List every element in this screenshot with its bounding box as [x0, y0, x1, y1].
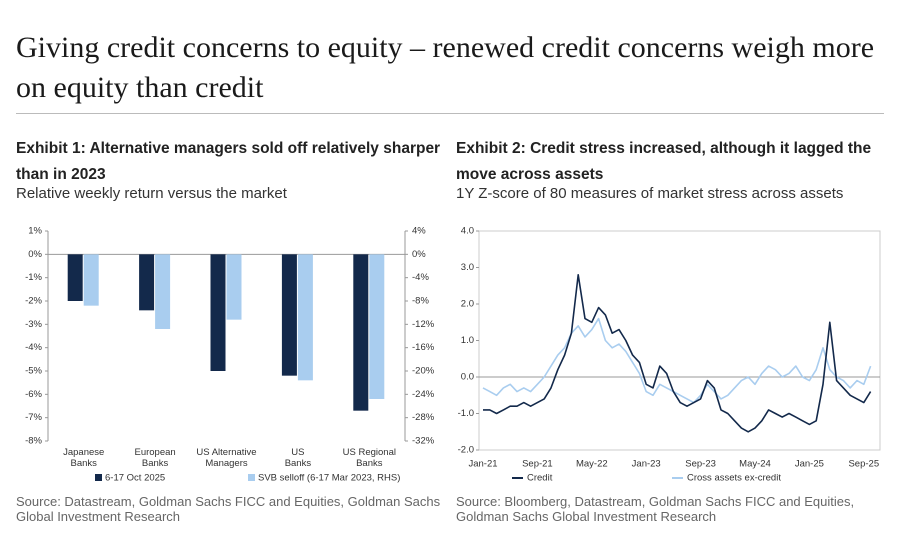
bar [281, 254, 297, 376]
bar [369, 254, 385, 399]
y-tick-label: 4.0 [461, 226, 474, 237]
y-tick-label: -2.0 [458, 445, 474, 456]
bar [210, 254, 226, 371]
legend-label: Cross assets ex-credit [687, 473, 781, 484]
exhibit-source: Source: Datastream, Goldman Sachs FICC a… [16, 494, 441, 524]
bar [139, 254, 155, 311]
legend-label: Credit [527, 473, 553, 484]
y-tick-label: -7% [25, 412, 42, 423]
legend-label: 6-17 Oct 2025 [105, 473, 165, 484]
y2-tick-label: -8% [412, 296, 429, 307]
y2-tick-label: 0% [412, 249, 426, 260]
y-tick-label: 3.0 [461, 262, 474, 273]
y2-tick-label: -24% [412, 389, 435, 400]
legend-swatch [248, 474, 255, 481]
exhibit-source: Source: Bloomberg, Datastream, Goldman S… [456, 494, 855, 524]
x-tick-label-line: US Regional [343, 447, 396, 458]
x-tick-label: US Regional Banks [343, 447, 396, 469]
bar [67, 254, 83, 301]
y2-tick-label: -4% [412, 272, 429, 283]
x-tick-label: US Banks [285, 447, 312, 469]
y-tick-label: -1% [25, 272, 42, 283]
y-tick-label: -2% [25, 296, 42, 307]
y-tick-label: -4% [25, 342, 42, 353]
x-tick-label-line: US [291, 447, 304, 458]
x-tick-label: May-22 [576, 459, 608, 470]
line-series [482, 317, 872, 404]
line-series [483, 274, 872, 433]
x-tick-label-line: Managers [205, 458, 247, 469]
x-tick-label-line: European [134, 447, 175, 458]
plot-frame [478, 230, 881, 451]
exhibit-subtitle: Relative weekly return versus the market [16, 185, 287, 202]
y-tick-label: 1.0 [461, 335, 474, 346]
x-tick-label-line: Banks [356, 458, 383, 469]
y-tick-label: -1.0 [458, 408, 474, 419]
y2-tick-label: -20% [412, 366, 435, 377]
x-tick-label-line: US Alternative [196, 447, 256, 458]
x-tick-label: Sep-21 [522, 459, 553, 470]
x-tick-label-line: Japanese [63, 447, 104, 458]
y-tick-label: -5% [25, 366, 42, 377]
x-tick-label: European Banks [134, 447, 175, 469]
x-tick-label: Jan-23 [632, 459, 661, 470]
x-tick-label: Sep-25 [848, 459, 879, 470]
y-tick-label: 0.0 [461, 372, 474, 383]
y-tick-label: -3% [25, 319, 42, 330]
x-tick-label: Sep-23 [685, 459, 716, 470]
x-tick-label-line: Banks [142, 458, 169, 469]
x-tick-label: Japanese Banks [63, 447, 104, 469]
x-tick-label-line: Banks [285, 458, 312, 469]
bar [83, 254, 99, 306]
y2-tick-label: -12% [412, 319, 435, 330]
y-tick-label: 2.0 [461, 299, 474, 310]
exhibit-subtitle: 1Y Z-score of 80 measures of market stre… [456, 185, 844, 202]
bar [353, 254, 369, 411]
x-tick-label: Jan-21 [468, 459, 497, 470]
y2-tick-label: -28% [412, 412, 435, 423]
y-tick-label: 0% [28, 249, 42, 260]
y2-tick-label: -32% [412, 436, 435, 447]
bar [155, 254, 171, 329]
y2-tick-label: 4% [412, 226, 426, 237]
y-tick-label: -6% [25, 389, 42, 400]
y-tick-label: 1% [28, 226, 42, 237]
legend-label: SVB selloff (6-17 Mar 2023, RHS) [258, 473, 400, 484]
y-tick-label: -8% [25, 436, 42, 447]
bar [226, 254, 242, 320]
bar [297, 254, 313, 381]
x-tick-label-line: Banks [70, 458, 97, 469]
divider [16, 113, 884, 114]
x-tick-label: May-24 [739, 459, 771, 470]
exhibit-title: Exhibit 1: Alternative managers sold off… [16, 140, 441, 183]
exhibit-title: Exhibit 2: Credit stress increased, alth… [456, 140, 872, 183]
x-tick-label: Jan-25 [795, 459, 824, 470]
y2-tick-label: -16% [412, 342, 435, 353]
legend-swatch [95, 474, 102, 481]
page-title: Giving credit concerns to equity – renew… [16, 31, 875, 104]
x-tick-label: US Alternative Managers [196, 447, 256, 469]
